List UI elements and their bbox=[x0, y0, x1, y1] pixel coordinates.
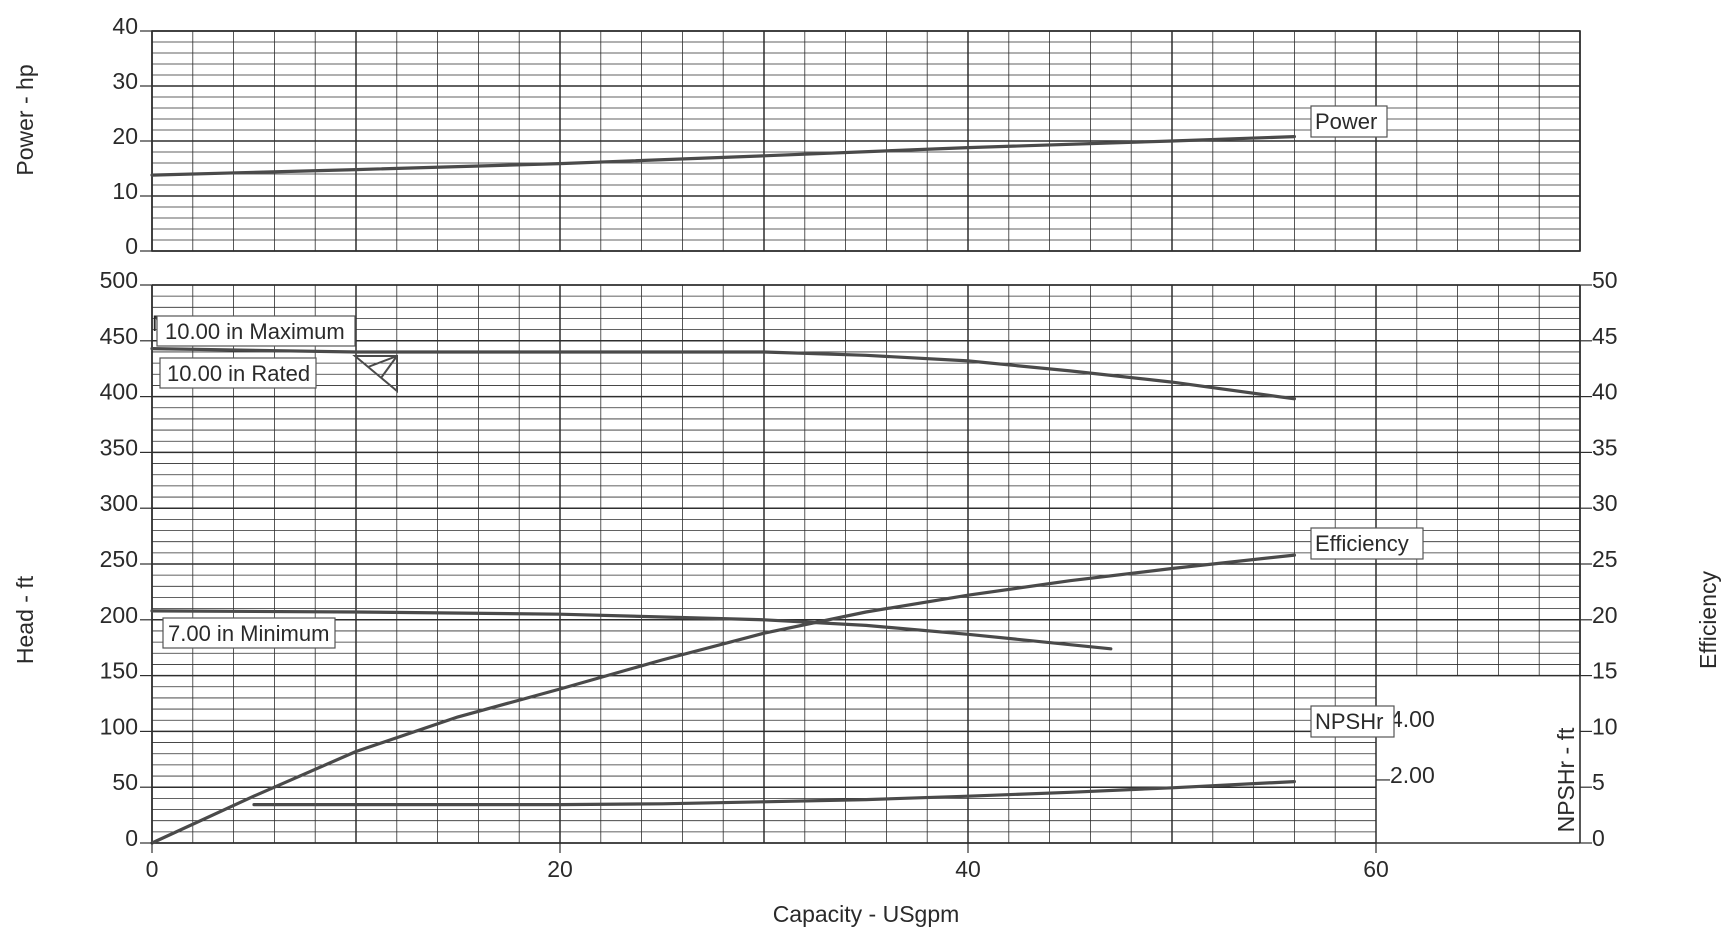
npshr-tick-label: 2.00 bbox=[1390, 762, 1435, 788]
power-tick-label: 40 bbox=[112, 13, 138, 39]
label-power: Power bbox=[1310, 105, 1388, 138]
capacity-tick-label: 0 bbox=[146, 856, 159, 882]
chart-ticks: 0102030400501001502002503003504004505000… bbox=[100, 13, 1618, 882]
efficiency-tick-label: 0 bbox=[1592, 825, 1605, 851]
head-tick-label: 450 bbox=[100, 323, 138, 349]
power-tick-label: 0 bbox=[125, 233, 138, 259]
label-maximum: 10.00 in Maximum bbox=[156, 315, 356, 347]
efficiency-tick-label: 40 bbox=[1592, 379, 1618, 405]
head-axis-title: Head - ft bbox=[12, 575, 38, 664]
npshr-axis-title: NPSHr - ft bbox=[1553, 727, 1579, 832]
label-minimum-text: 7.00 in Minimum bbox=[168, 621, 329, 646]
efficiency-tick-label: 50 bbox=[1592, 267, 1618, 293]
efficiency-tick-label: 20 bbox=[1592, 602, 1618, 628]
capacity-tick-label: 20 bbox=[547, 856, 573, 882]
label-rated-text: 10.00 in Rated bbox=[167, 361, 310, 386]
label-maximum-text: 10.00 in Maximum bbox=[165, 319, 345, 344]
efficiency-tick-label: 35 bbox=[1592, 434, 1618, 460]
label-efficiency-text: Efficiency bbox=[1315, 531, 1409, 556]
label-minimum: 7.00 in Minimum bbox=[162, 617, 336, 649]
npshr-curve bbox=[252, 780, 1296, 807]
power-tick-label: 30 bbox=[112, 68, 138, 94]
head-tick-label: 500 bbox=[100, 267, 138, 293]
head-curve-maximum bbox=[150, 347, 1296, 401]
efficiency-tick-label: 25 bbox=[1592, 546, 1618, 572]
label-rated: 10.00 in Rated bbox=[159, 357, 317, 389]
head-tick-label: 100 bbox=[100, 713, 138, 739]
chart-curves bbox=[150, 135, 1296, 845]
capacity-tick-label: 60 bbox=[1363, 856, 1389, 882]
head-tick-label: 0 bbox=[125, 825, 138, 851]
head-tick-label: 200 bbox=[100, 602, 138, 628]
head-tick-label: 300 bbox=[100, 490, 138, 516]
head-curve-minimum bbox=[150, 609, 1113, 651]
head-tick-label: 150 bbox=[100, 658, 138, 684]
head-tick-label: 350 bbox=[100, 434, 138, 460]
head-tick-label: 250 bbox=[100, 546, 138, 572]
label-npshr-text: NPSHr bbox=[1315, 709, 1383, 734]
rated-point-marker bbox=[352, 355, 398, 394]
npshr-tick-label: 4.00 bbox=[1390, 706, 1435, 732]
power-tick-label: 10 bbox=[112, 178, 138, 204]
power-curve bbox=[150, 135, 1296, 177]
power-axis-title: Power - hp bbox=[12, 64, 38, 175]
label-power-text: Power bbox=[1315, 109, 1377, 134]
efficiency-axis-title: Efficiency bbox=[1695, 570, 1721, 669]
power-tick-label: 20 bbox=[112, 123, 138, 149]
head-tick-label: 50 bbox=[112, 769, 138, 795]
label-npshr: NPSHr bbox=[1310, 705, 1395, 738]
capacity-axis-title: Capacity - USgpm bbox=[773, 901, 960, 927]
efficiency-tick-label: 15 bbox=[1592, 658, 1618, 684]
head-tick-label: 400 bbox=[100, 379, 138, 405]
efficiency-tick-label: 30 bbox=[1592, 490, 1618, 516]
efficiency-tick-label: 5 bbox=[1592, 769, 1605, 795]
capacity-tick-label: 40 bbox=[955, 856, 981, 882]
efficiency-curve bbox=[150, 553, 1296, 845]
label-efficiency: Efficiency bbox=[1310, 527, 1424, 560]
efficiency-tick-label: 45 bbox=[1592, 323, 1618, 349]
efficiency-tick-label: 10 bbox=[1592, 713, 1618, 739]
